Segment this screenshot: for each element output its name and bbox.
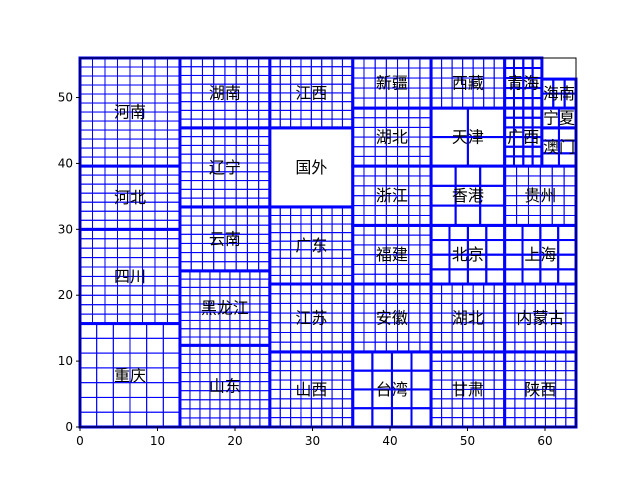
treemap-cell	[178, 205, 272, 273]
cell-block	[351, 56, 433, 110]
treemap-cells	[78, 56, 578, 429]
treemap-cell	[268, 56, 355, 130]
cell-label: 海南	[543, 84, 575, 103]
x-tick-label: 10	[150, 434, 165, 448]
cell-label: 湖北	[376, 128, 408, 147]
cell-label: 西藏	[452, 74, 484, 93]
cell-label: 广东	[295, 236, 327, 255]
cell-label: 山东	[209, 377, 241, 396]
cell-label: 重庆	[114, 366, 146, 385]
y-tick-label: 20	[58, 288, 73, 302]
cell-label: 贵州	[524, 186, 556, 205]
cell-label: 江西	[295, 83, 327, 102]
cell-label: 宁夏	[543, 108, 575, 127]
treemap-cell	[351, 56, 433, 110]
cell-label: 湖南	[209, 83, 241, 102]
cell-label: 湖北	[452, 308, 484, 327]
cell-label: 河北	[114, 188, 146, 207]
treemap-cell	[429, 223, 507, 286]
treemap-cell	[429, 164, 507, 227]
cell-label: 河南	[114, 103, 146, 122]
treemap-cell	[429, 282, 507, 354]
treemap-cell	[268, 205, 355, 286]
treemap-cell	[178, 269, 272, 347]
y-tick-label: 30	[58, 222, 73, 236]
cell-block	[178, 269, 272, 347]
cell-label: 江苏	[295, 308, 327, 327]
treemap-cell	[540, 77, 578, 110]
cell-label: 国外	[295, 158, 327, 177]
x-tick-label: 40	[382, 434, 397, 448]
x-tick-label: 20	[227, 434, 242, 448]
cell-label: 福建	[376, 245, 408, 264]
x-tick-label: 50	[460, 434, 475, 448]
cell-label: 天津	[452, 128, 484, 147]
y-tick-label: 40	[58, 156, 73, 170]
cell-label: 新疆	[376, 74, 408, 93]
cell-label: 甘肃	[452, 380, 484, 399]
treemap-cell	[268, 126, 355, 209]
cell-label: 广西	[507, 128, 539, 147]
treemap-cell	[178, 126, 272, 209]
treemap-cell	[78, 227, 182, 326]
cell-label: 云南	[209, 229, 241, 248]
treemap-cell	[503, 56, 544, 110]
x-tick-label: 0	[76, 434, 84, 448]
x-tick-label: 60	[537, 434, 552, 448]
y-axis: 0 10 20 30 40 50	[58, 91, 80, 434]
treemap-cell	[503, 223, 578, 286]
x-axis: 0 10 20 30 40 50 60	[76, 427, 553, 448]
cell-label: 上海	[524, 245, 556, 264]
cell-label: 澳门	[543, 137, 575, 156]
cell-label: 青海	[507, 74, 539, 93]
cell-label: 安徽	[376, 308, 408, 327]
treemap-labels: 重庆四川河北河南山东黑龙江云南辽宁湖南山西江苏广东国外江西台湾安徽福建浙江湖北新…	[114, 74, 575, 399]
y-tick-label: 0	[65, 420, 73, 434]
treemap-cell	[78, 56, 182, 168]
cell-label: 内蒙古	[516, 308, 564, 327]
cell-label: 山西	[295, 380, 327, 399]
cell-label: 北京	[452, 245, 484, 264]
cell-label: 四川	[114, 267, 146, 286]
cell-label: 浙江	[376, 186, 408, 205]
cell-label: 陕西	[524, 380, 556, 399]
cell-label: 黑龙江	[201, 299, 249, 318]
cell-label: 香港	[452, 186, 484, 205]
cell-label: 台湾	[376, 380, 408, 399]
cell-label: 辽宁	[209, 158, 241, 177]
y-tick-label: 50	[58, 91, 73, 105]
plot-frame	[79, 57, 577, 428]
treemap-cell	[429, 350, 507, 429]
y-tick-label: 10	[58, 354, 73, 368]
treemap-cell	[268, 350, 355, 429]
x-tick-label: 30	[305, 434, 320, 448]
treemap-cell	[78, 322, 182, 429]
